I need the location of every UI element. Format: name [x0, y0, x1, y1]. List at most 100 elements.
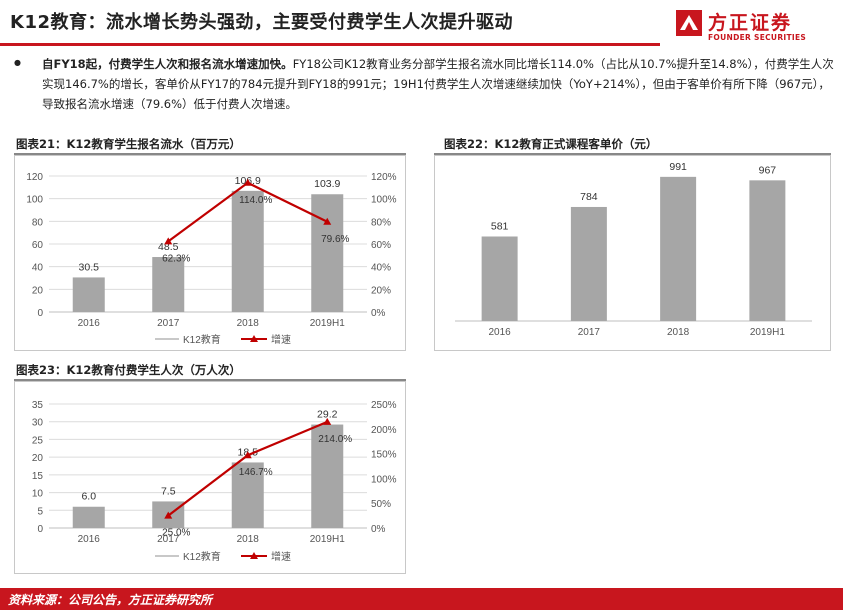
chart23-bar-label: 7.5: [161, 485, 176, 497]
chart21-bar: [72, 277, 105, 312]
chart23-yleft-tick: 30: [32, 418, 44, 429]
chart21-x-tick: 2017: [157, 318, 180, 329]
chart23-yright-tick: 150%: [371, 450, 397, 461]
summary-paragraph: 自FY18起，付费学生人次和报名流水增速加快。FY18公司K12教育业务分部学生…: [42, 54, 837, 114]
chart21-bar-label: 48.5: [158, 241, 179, 253]
chart21-legend-line-marker: [250, 335, 258, 342]
chart21-yleft-tick: 20: [32, 285, 44, 296]
chart23-legend-line-marker: [250, 552, 258, 559]
chart23-growth-label: 146.7%: [239, 467, 273, 478]
chart22-x-tick: 2018: [667, 327, 690, 338]
chart21-growth-marker: [164, 237, 173, 245]
chart23-yleft-tick: 25: [32, 435, 44, 446]
chart23-growth-marker: [164, 511, 173, 519]
chart22-bar-label: 991: [669, 161, 687, 173]
chart22-x-tick: 2019H1: [750, 327, 785, 338]
chart21-x-tick: 2016: [78, 318, 101, 329]
chart23-growth-label: 214.0%: [318, 434, 352, 445]
chart21-yleft-tick: 120: [26, 172, 43, 183]
chart21-growth-label: 114.0%: [239, 195, 272, 206]
chart23-yleft-tick: 35: [32, 400, 44, 411]
bullet-icon: ●: [14, 58, 21, 67]
chart21-bar-label: 30.5: [79, 261, 100, 273]
chart21-yleft-tick: 100: [26, 195, 43, 206]
chart23-title: 图表23：K12教育付费学生人次（万人次）: [16, 363, 241, 377]
chart23-growth-marker: [243, 451, 252, 459]
chart23-yright-tick: 100%: [371, 474, 397, 485]
chart21-growth-marker: [323, 217, 332, 225]
chart21-yleft-tick: 80: [32, 217, 44, 228]
chart21-panel: 0 20 40 60 80 100 120 0% 20% 40% 60% 80% 100% 120% 30.…: [14, 155, 406, 351]
chart23-yright-tick: 0%: [371, 524, 386, 535]
footer-bar: [0, 588, 843, 610]
chart23-yleft-tick: 15: [32, 471, 44, 482]
chart23-yleft-tick: 10: [32, 489, 44, 500]
chart23-bar: [72, 506, 105, 528]
chart22-x-tick: 2017: [578, 327, 601, 338]
chart21-title: 图表21：K12教育学生报名流水（百万元）: [16, 137, 241, 151]
chart21-yright-tick: 100%: [371, 195, 397, 206]
chart21-yright-tick: 60%: [371, 240, 391, 251]
chart21-yright-tick: 80%: [371, 217, 391, 228]
chart21-growth-marker: [243, 178, 252, 186]
chart21-x-tick: 2018: [237, 318, 260, 329]
chart21-x-tick: 2019H1: [310, 318, 345, 329]
chart21-bar: [231, 190, 264, 312]
chart21-yright-tick: 20%: [371, 285, 391, 296]
chart21-yright-tick: 40%: [371, 263, 391, 274]
chart22-plot: 581 2016 784 2017 991 2018 967 2019H1: [455, 161, 812, 338]
chart23-growth-label: 25.0%: [162, 528, 190, 539]
chart23-x-tick: 2018: [237, 534, 260, 545]
chart23-bar: [231, 462, 264, 528]
chart23-legend-bar-label: K12教育: [183, 550, 221, 563]
chart21-growth-label: 62.3%: [162, 253, 190, 264]
chart22-bar-label: 581: [491, 220, 509, 232]
founder-logo-icon: [676, 10, 702, 36]
chart21-bar: [311, 194, 344, 312]
chart23-yright-tick: 200%: [371, 425, 397, 436]
logo-text-en: FOUNDER SECURITIES: [708, 33, 807, 42]
chart21-yleft-tick: 40: [32, 263, 44, 274]
chart23-x-tick: 2017: [157, 534, 180, 545]
chart21-bar: [152, 257, 185, 312]
chart23-plot: 0 5 10 15 20 25 30 35 0% 50% 100% 150% 200% 250% 6.0 20…: [32, 400, 397, 563]
logo-text-cn: 方正证券: [708, 12, 793, 34]
page-title: K12教育：流水增长势头强劲，主要受付费学生人次提升驱动: [10, 12, 513, 33]
chart23-yleft-tick: 20: [32, 453, 44, 464]
source-note: 资料来源：公司公告，方正证券研究所: [8, 593, 213, 607]
chart23-bar-label: 29.2: [317, 409, 338, 421]
chart21-title-rule: [14, 153, 406, 155]
chart23-bar: [311, 424, 344, 528]
founder-logo: 方正证券 FOUNDER SECURITIES: [676, 4, 836, 46]
chart22-bar-label: 967: [759, 164, 777, 176]
chart21-growth-label: 79.6%: [321, 234, 349, 245]
chart23-panel: 0 5 10 15 20 25 30 35 0% 50% 100% 150% 200% 250% 6.0 20…: [14, 381, 406, 574]
chart23-title-rule: [14, 379, 406, 381]
chart21-yright-tick: 120%: [371, 172, 397, 183]
chart22-bar: [481, 236, 518, 321]
chart21-yleft-tick: 60: [32, 240, 44, 251]
chart23-growth-marker: [323, 417, 332, 425]
chart21-plot: 0 20 40 60 80 100 120 0% 20% 40% 60% 80% 100% 120% 30.…: [26, 172, 397, 346]
chart22-title-rule: [434, 153, 831, 155]
chart23-yright-tick: 50%: [371, 499, 391, 510]
chart23-bar-label: 6.0: [81, 491, 96, 503]
chart22-bar: [749, 180, 786, 321]
chart22-title: 图表22：K12教育正式课程客单价（元）: [444, 137, 658, 151]
chart23-x-tick: 2019H1: [310, 534, 345, 545]
chart21-legend-line-label: 增速: [271, 333, 291, 346]
chart23-x-tick: 2016: [78, 534, 101, 545]
chart23-yright-tick: 250%: [371, 400, 397, 411]
chart23-legend-line-label: 增速: [271, 550, 291, 563]
chart22-x-tick: 2016: [489, 327, 512, 338]
chart21-legend-bar-label: K12教育: [183, 333, 221, 346]
chart23-yleft-tick: 0: [37, 524, 43, 535]
chart21-bar-label: 103.9: [314, 178, 340, 190]
chart22-panel: 581 2016 784 2017 991 2018 967 2019H1: [434, 155, 831, 351]
chart21-yright-tick: 0%: [371, 308, 386, 319]
chart21-yleft-tick: 0: [37, 308, 43, 319]
chart22-bar-label: 784: [580, 191, 598, 203]
summary-lead: 自FY18起，付费学生人次和报名流水增速加快。: [42, 57, 293, 71]
chart23-yleft-tick: 5: [37, 506, 43, 517]
title-divider: [0, 43, 660, 46]
